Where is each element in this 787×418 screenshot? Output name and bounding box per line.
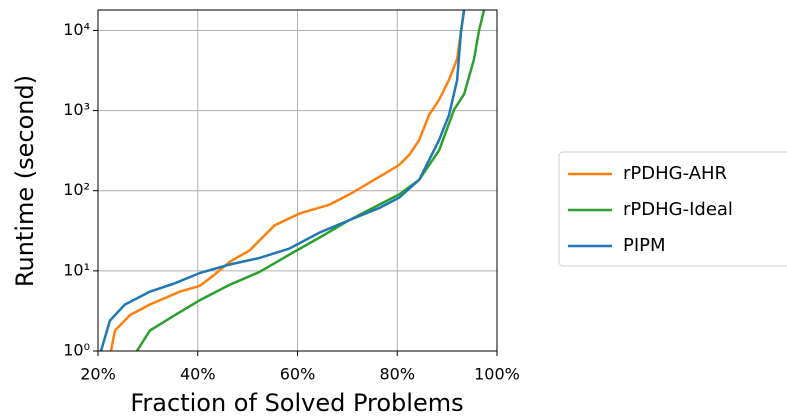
legend-label: rPDHG-Ideal bbox=[623, 199, 733, 220]
y-tick-label: 10¹ bbox=[63, 260, 90, 279]
y-tick-label: 10⁰ bbox=[63, 341, 90, 360]
x-axis-label: Fraction of Solved Problems bbox=[130, 389, 463, 417]
y-tick-label: 10² bbox=[63, 180, 90, 199]
x-tick-label: 80% bbox=[379, 365, 415, 384]
legend-box bbox=[558, 151, 787, 267]
y-tick-label: 10⁴ bbox=[63, 20, 90, 39]
x-tick-label: 60% bbox=[280, 365, 316, 384]
line-series bbox=[99, 10, 466, 351]
x-tick-label: 20% bbox=[80, 365, 116, 384]
line-series bbox=[109, 10, 466, 351]
x-tick-label: 100% bbox=[474, 365, 520, 384]
plot-frame bbox=[97, 9, 498, 352]
y-axis-label: Runtime (second) bbox=[11, 75, 39, 287]
line-series bbox=[135, 10, 486, 351]
legend-label: PIPM bbox=[623, 235, 666, 256]
x-tick-label: 40% bbox=[180, 365, 216, 384]
y-tick-label: 10³ bbox=[63, 100, 90, 119]
legend-label: rPDHG-AHR bbox=[623, 163, 727, 184]
